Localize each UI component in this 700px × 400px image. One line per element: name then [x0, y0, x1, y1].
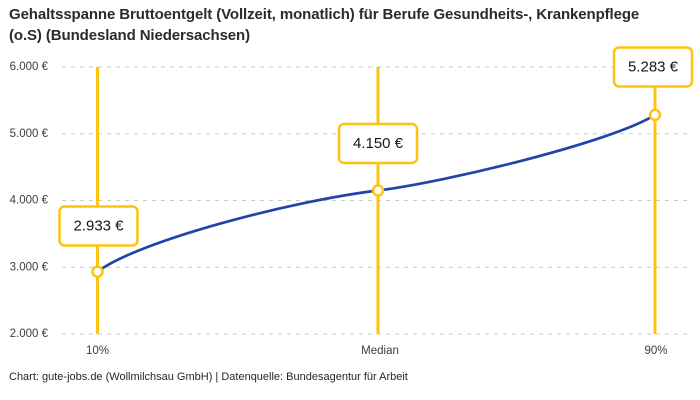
y-tick-label-3000: 3.000 € — [10, 261, 49, 273]
data-point-10 — [91, 265, 104, 278]
value-label-box-10 — [58, 205, 139, 247]
chart-title: Gehaltsspanne Bruttoentgelt (Vollzeit, m… — [9, 6, 640, 44]
y-tick-label-5000: 5.000 € — [10, 128, 49, 140]
chart-source-footer: Chart: gute-jobs.de (Wollmilchsau GmbH) … — [9, 371, 408, 383]
x-tick-label-median: Median — [361, 345, 399, 357]
value-label-text-10: 2.933 € — [73, 218, 124, 235]
data-point-90 — [648, 108, 662, 122]
value-label-text-median: 4.150 € — [353, 135, 404, 152]
y-tick-label-2000: 2.000 € — [10, 328, 49, 340]
y-tick-label-6000: 6.000 € — [10, 61, 49, 73]
x-tick-label-90: 90% — [644, 345, 667, 357]
x-tick-label-10: 10% — [86, 345, 109, 357]
value-label-box-median — [337, 122, 419, 165]
value-label-box-90 — [612, 46, 694, 88]
y-tick-label-4000: 4.000 € — [10, 195, 49, 207]
data-point-median — [371, 184, 385, 197]
value-label-text-90: 5.283 € — [628, 59, 679, 76]
